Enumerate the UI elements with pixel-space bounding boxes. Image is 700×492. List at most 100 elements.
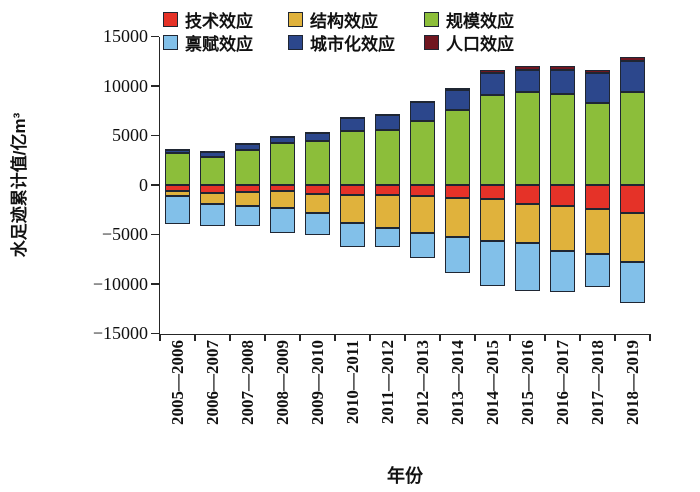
legend-swatch-technical-effect	[163, 12, 178, 27]
x-tick-label: 2006—2007	[202, 340, 222, 425]
bar-segment	[480, 185, 505, 199]
y-tick	[151, 283, 159, 285]
y-tick-label: 5000	[112, 125, 148, 145]
bar-segment	[375, 114, 400, 117]
bar-segment	[375, 228, 400, 248]
bar-segment	[620, 57, 645, 62]
y-tick-label: −10000	[92, 273, 148, 294]
x-tick	[614, 333, 616, 341]
bar-segment	[550, 65, 575, 71]
bar-segment	[585, 73, 610, 104]
x-tick-label: 2016—2017	[552, 340, 572, 425]
x-tick	[194, 333, 196, 341]
x-tick	[509, 333, 511, 341]
bar-segment	[445, 89, 470, 111]
x-tick	[649, 333, 651, 341]
bar-segment	[585, 209, 610, 255]
bar-segment	[340, 117, 365, 132]
legend-label: 禀赋效应	[185, 35, 253, 54]
bar-segment	[515, 65, 540, 70]
bar-segment	[235, 205, 260, 226]
x-tick-label: 2010—2011	[342, 340, 362, 425]
legend-label: 规模效应	[446, 12, 514, 31]
legend-swatch-urbanization-effect	[288, 35, 303, 50]
legend-label: 技术效应	[185, 12, 253, 31]
y-tick	[151, 184, 159, 186]
bar-segment	[165, 191, 190, 196]
legend-item-population-effect: 人口效应	[424, 30, 514, 55]
bar-segment	[200, 151, 225, 154]
bar-segment	[305, 185, 330, 194]
bar-segment	[235, 185, 260, 193]
bar-segment	[445, 87, 470, 90]
y-tick-label: 15000	[103, 26, 148, 46]
bar-segment	[340, 116, 365, 119]
x-tick-label: 2014—2015	[482, 340, 502, 425]
bar-segment	[550, 206, 575, 252]
bar-segment	[165, 195, 190, 224]
bar-segment	[410, 185, 435, 197]
bar-segment	[515, 203, 540, 244]
legend-swatch-population-effect	[424, 35, 439, 50]
x-tick	[334, 333, 336, 341]
bar-segment	[305, 141, 330, 185]
x-tick-label: 2011—2012	[377, 340, 397, 425]
legend-swatch-endowment-effect	[163, 35, 178, 50]
x-tick-label: 2018—2019	[622, 340, 642, 425]
bar-segment	[235, 143, 260, 146]
legend-item-urbanization-effect: 城市化效应	[288, 30, 395, 55]
y-axis-title: 水足迹累计值/亿m³	[10, 112, 29, 258]
bar-segment	[270, 185, 295, 192]
bar-segment	[515, 69, 540, 93]
x-tick	[369, 333, 371, 341]
bar-segment	[200, 192, 225, 204]
bar-segment	[375, 185, 400, 196]
bar-segment	[340, 222, 365, 247]
bar-segment	[550, 94, 575, 185]
x-tick-label: 2017—2018	[587, 340, 607, 425]
x-tick	[159, 333, 161, 341]
bar-segment	[340, 195, 365, 223]
bar-segment	[445, 185, 470, 199]
bar-segment	[235, 192, 260, 206]
bar-segment	[410, 196, 435, 233]
legend-item-scale-effect: 规模效应	[424, 7, 514, 32]
bar-segment	[200, 156, 225, 185]
bar-segment	[340, 131, 365, 185]
bar-segment	[165, 149, 190, 152]
bar-segment	[620, 213, 645, 263]
bar-segment	[375, 115, 400, 130]
bar-segment	[200, 203, 225, 226]
bar-segment	[515, 185, 540, 204]
bar-segment	[305, 213, 330, 235]
x-tick-label: 2005—2006	[167, 340, 187, 425]
y-tick	[151, 233, 159, 236]
x-tick-label: 2013—2014	[447, 340, 467, 425]
bar-segment	[410, 101, 435, 122]
x-tick	[404, 333, 406, 341]
bar-segment	[375, 195, 400, 229]
x-tick	[229, 333, 231, 341]
bar-segment	[620, 185, 645, 214]
bar-segment	[410, 233, 435, 258]
bar-segment	[480, 70, 505, 74]
bar-segment	[480, 94, 505, 185]
bar-segment	[200, 185, 225, 193]
bar-segment	[165, 185, 190, 192]
x-tick-label: 2008—2009	[272, 340, 292, 425]
bar-segment	[620, 61, 645, 92]
bar-segment	[550, 185, 575, 207]
bar-segment	[235, 150, 260, 185]
legend-item-technical-effect: 技术效应	[163, 7, 253, 32]
bar-segment	[270, 191, 295, 209]
bar-segment	[165, 153, 190, 185]
y-tick	[151, 332, 159, 335]
legend-swatch-structural-effect	[288, 12, 303, 27]
bar-segment	[410, 100, 435, 103]
bar-segment	[445, 237, 470, 273]
x-tick-label: 2009—2010	[307, 340, 327, 425]
y-tick	[151, 35, 159, 38]
x-axis-title: 年份	[387, 466, 423, 486]
bar-segment	[445, 198, 470, 238]
